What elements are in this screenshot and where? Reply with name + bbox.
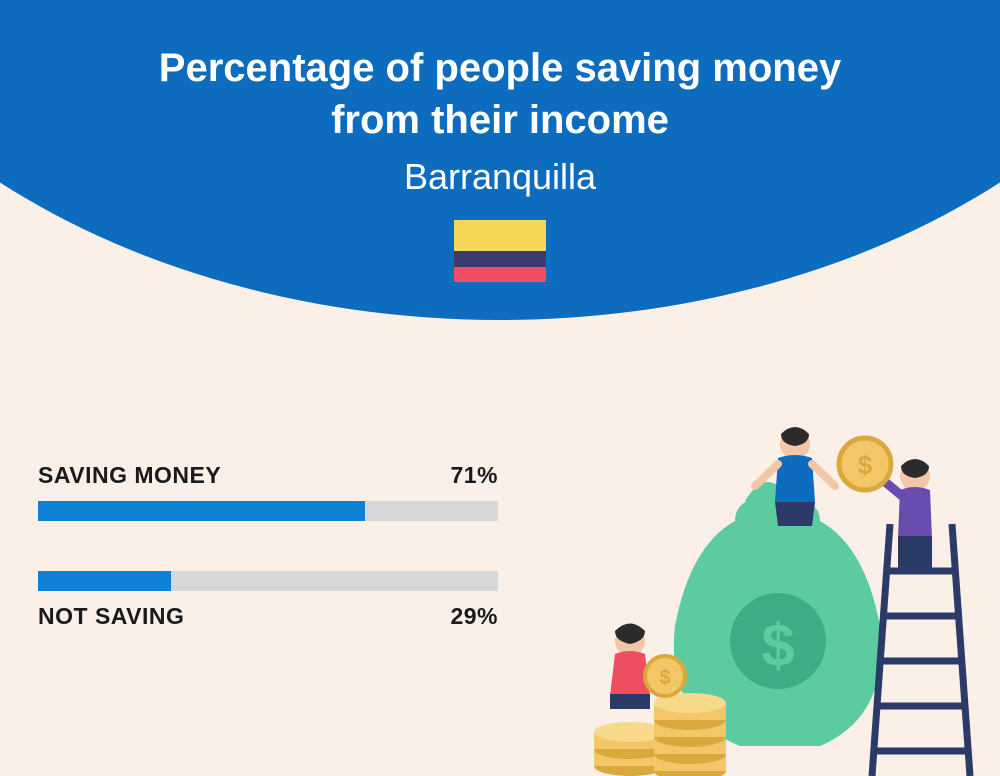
colombia-flag-icon [454,220,546,282]
flag-stripe-yellow [454,220,546,251]
bar-fill [38,571,171,591]
svg-text:$: $ [761,612,794,679]
bar-value: 29% [450,603,498,630]
person-sitting-icon: $ [610,624,685,710]
bar-label-row: NOT SAVING 29% [38,603,498,630]
savings-illustration: $ $ $ [560,416,990,776]
svg-text:$: $ [858,450,873,480]
bar-label: SAVING MONEY [38,462,221,489]
page-subtitle: Barranquilla [0,156,1000,198]
flag-stripe-blue [454,251,546,267]
title-line-2: from their income [331,98,669,142]
progress-bars: SAVING MONEY 71% NOT SAVING 29% [38,462,498,680]
bar-fill [38,501,365,521]
bar-group-saving: SAVING MONEY 71% [38,462,498,521]
page-title: Percentage of people saving money from t… [0,42,1000,146]
bar-group-notsaving: NOT SAVING 29% [38,571,498,630]
flag-stripe-red [454,267,546,283]
header: Percentage of people saving money from t… [0,0,1000,287]
title-line-1: Percentage of people saving money [159,46,841,90]
bar-label: NOT SAVING [38,603,184,630]
bar-label-row: SAVING MONEY 71% [38,462,498,489]
bar-track [38,501,498,521]
svg-text:$: $ [659,667,670,689]
bar-value: 71% [450,462,498,489]
bar-track [38,571,498,591]
